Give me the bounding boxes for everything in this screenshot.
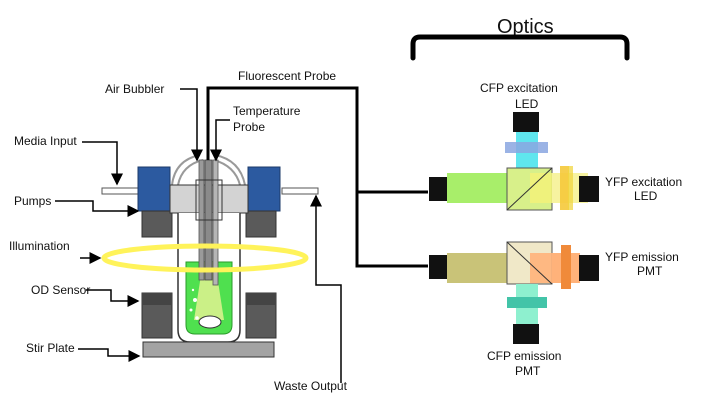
od-sensor-label: OD Sensor — [31, 283, 90, 297]
emission-cube-orange — [530, 253, 552, 283]
waste-output-tube — [281, 187, 319, 195]
stir-plate — [142, 341, 275, 358]
pump-base-right — [245, 210, 277, 238]
media-input-label: Media Input — [14, 134, 77, 148]
yfp-excitation-led — [579, 176, 599, 202]
yfp-excitation-beam — [447, 173, 507, 203]
optics-title: Optics — [497, 16, 554, 38]
yfp-emission-label-line1: YFP emission — [605, 250, 679, 264]
yfp-emission-label-line2: PMT — [637, 264, 663, 278]
yfp-excitation-label-line1: YFP excitation — [605, 175, 682, 189]
emission-fiber-port — [429, 255, 447, 279]
optics-bracket — [410, 34, 630, 61]
fiber-optic-lines — [206, 86, 428, 268]
temperature-probe-rod — [212, 159, 219, 286]
cfp-excitation-label-line1: CFP excitation — [480, 81, 558, 95]
media-input-tube — [101, 187, 139, 195]
illumination-label: Illumination — [9, 239, 70, 253]
yfp-excitation-filter-b — [568, 166, 573, 210]
pumps-label: Pumps — [14, 194, 51, 208]
stir-bar — [198, 315, 222, 329]
yfp-emission-filter — [561, 245, 571, 289]
cfp-excitation-label-line2: LED — [515, 97, 539, 111]
probe-housing — [195, 179, 223, 221]
cfp-emission-label-line1: CFP emission — [487, 349, 561, 363]
excitation-fiber-port — [429, 177, 447, 201]
temperature-probe-label-line2: Probe — [233, 120, 265, 134]
pump-right — [247, 166, 281, 212]
cube-yellow-half — [530, 173, 552, 203]
cfp-emission-pmt — [513, 324, 539, 344]
emission-beam — [447, 253, 507, 283]
emission-dichroic-mirror — [506, 241, 553, 285]
waste-output-label: Waste Output — [274, 379, 348, 393]
stir-plate-label: Stir Plate — [26, 341, 75, 355]
air-bubbler-label: Air Bubbler — [105, 82, 164, 96]
excitation-dichroic-mirror — [506, 167, 553, 211]
od-sensor-right-top — [246, 293, 276, 305]
temperature-probe-label-line1: Temperature — [233, 104, 301, 118]
cfp-excitation-filter — [505, 142, 548, 153]
yfp-emission-pmt — [579, 255, 599, 281]
cfp-emission-label-line2: PMT — [515, 364, 541, 378]
fluorescent-probe-label: Fluorescent Probe — [238, 69, 336, 83]
pump-base-left — [141, 210, 173, 238]
yfp-excitation-filter-a — [560, 166, 569, 210]
cfp-emission-filter — [507, 297, 547, 308]
leader-arrows — [55, 88, 342, 383]
cfp-excitation-led — [513, 112, 539, 132]
air-bubbles — [189, 288, 199, 320]
od-sensor-left-top — [142, 293, 172, 305]
yfp-excitation-label-line2: LED — [634, 189, 658, 203]
pump-left — [137, 166, 171, 212]
illumination-ring — [101, 243, 309, 273]
